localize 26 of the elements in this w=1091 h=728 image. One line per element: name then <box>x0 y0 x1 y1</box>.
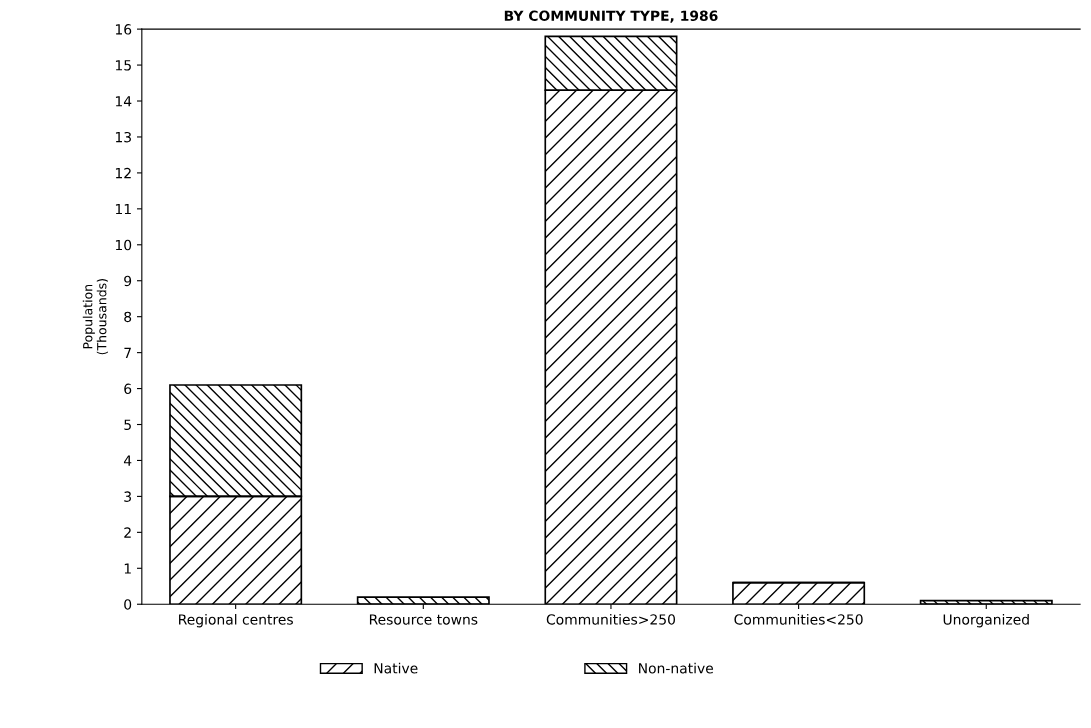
y-tick-label: 8 <box>124 311 132 323</box>
legend-label: Non-native <box>639 662 714 674</box>
chart-title: BY COMMUNITY TYPE, 1986 <box>504 10 718 23</box>
x-tick-label: Regional centres <box>179 613 293 628</box>
y-tick-label: 0 <box>124 599 132 610</box>
y-tick-label: 11 <box>115 204 131 215</box>
y-tick-label: 3 <box>124 491 131 502</box>
y-tick-label: 9 <box>124 275 132 287</box>
x-tick-label: Resource towns <box>369 614 478 625</box>
x-tick-label: Communities>250 <box>546 613 676 625</box>
y-tick-label: 2 <box>124 527 131 538</box>
y-tick-label: 16 <box>115 24 132 35</box>
x-tick-label: Unorganized <box>943 613 1029 628</box>
y-tick-label: 5 <box>124 419 131 430</box>
y-tick-label: 14 <box>115 96 132 107</box>
y-axis-title: Population (Thousands) <box>82 279 108 355</box>
y-tick-label: 15 <box>115 60 131 71</box>
y-tick-label: 13 <box>115 131 131 143</box>
y-tick-label: 10 <box>115 239 132 251</box>
y-tick-label: 4 <box>123 455 132 466</box>
y-tick-label: 6 <box>124 383 132 395</box>
legend-label: Native <box>374 662 418 674</box>
y-tick-label: 1 <box>124 563 131 574</box>
y-tick-label: 7 <box>124 347 131 358</box>
x-tick-label: Communities<250 <box>734 613 863 625</box>
y-tick-label: 12 <box>115 167 131 179</box>
